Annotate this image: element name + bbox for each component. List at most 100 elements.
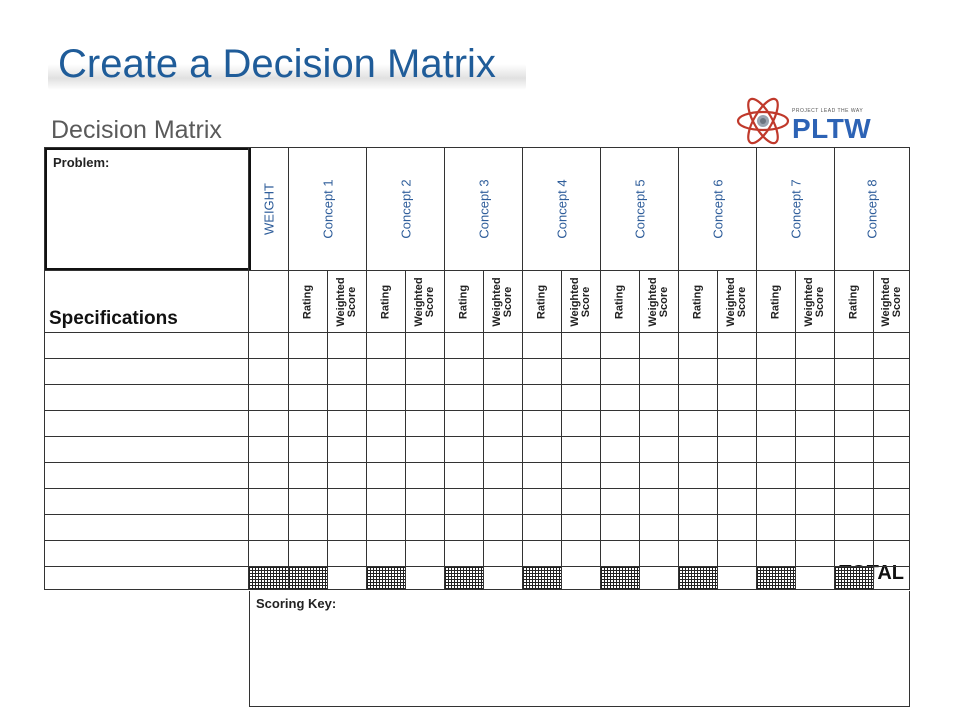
- matrix-cell[interactable]: [601, 489, 640, 515]
- matrix-cell[interactable]: [796, 489, 835, 515]
- matrix-cell[interactable]: [484, 515, 523, 541]
- matrix-cell[interactable]: [562, 463, 601, 489]
- matrix-cell[interactable]: [562, 411, 601, 437]
- matrix-cell[interactable]: [601, 463, 640, 489]
- matrix-cell[interactable]: [718, 515, 757, 541]
- matrix-cell[interactable]: [796, 333, 835, 359]
- matrix-cell[interactable]: [289, 359, 328, 385]
- matrix-cell[interactable]: [289, 489, 328, 515]
- matrix-cell[interactable]: [874, 515, 910, 541]
- matrix-cell[interactable]: [445, 463, 484, 489]
- matrix-cell[interactable]: [406, 515, 445, 541]
- matrix-cell[interactable]: [874, 411, 910, 437]
- total-score-cell[interactable]: [874, 567, 910, 590]
- total-score-cell[interactable]: [484, 567, 523, 590]
- matrix-cell[interactable]: [249, 515, 289, 541]
- matrix-cell[interactable]: [679, 437, 718, 463]
- matrix-cell[interactable]: [445, 515, 484, 541]
- matrix-cell[interactable]: [484, 411, 523, 437]
- matrix-cell[interactable]: [835, 359, 874, 385]
- matrix-cell[interactable]: [406, 463, 445, 489]
- matrix-cell[interactable]: [328, 463, 367, 489]
- matrix-cell[interactable]: [679, 385, 718, 411]
- specification-name-cell[interactable]: [44, 437, 249, 463]
- matrix-cell[interactable]: [289, 411, 328, 437]
- matrix-cell[interactable]: [640, 411, 679, 437]
- matrix-cell[interactable]: [562, 489, 601, 515]
- matrix-cell[interactable]: [679, 489, 718, 515]
- matrix-cell[interactable]: [289, 541, 328, 567]
- matrix-cell[interactable]: [640, 437, 679, 463]
- matrix-cell[interactable]: [328, 411, 367, 437]
- total-score-cell[interactable]: [562, 567, 601, 590]
- total-score-cell[interactable]: [328, 567, 367, 590]
- scoring-key-box[interactable]: Scoring Key:: [249, 591, 910, 707]
- specification-name-cell[interactable]: [44, 333, 249, 359]
- matrix-cell[interactable]: [757, 411, 796, 437]
- matrix-cell[interactable]: [757, 463, 796, 489]
- matrix-cell[interactable]: [757, 541, 796, 567]
- matrix-cell[interactable]: [835, 437, 874, 463]
- matrix-cell[interactable]: [874, 359, 910, 385]
- matrix-cell[interactable]: [484, 385, 523, 411]
- matrix-cell[interactable]: [523, 359, 562, 385]
- matrix-cell[interactable]: [679, 541, 718, 567]
- matrix-cell[interactable]: [523, 385, 562, 411]
- matrix-cell[interactable]: [679, 515, 718, 541]
- matrix-cell[interactable]: [835, 489, 874, 515]
- matrix-cell[interactable]: [796, 359, 835, 385]
- matrix-cell[interactable]: [796, 411, 835, 437]
- matrix-cell[interactable]: [249, 411, 289, 437]
- matrix-cell[interactable]: [601, 385, 640, 411]
- matrix-cell[interactable]: [249, 541, 289, 567]
- matrix-cell[interactable]: [679, 359, 718, 385]
- matrix-cell[interactable]: [679, 411, 718, 437]
- total-score-cell[interactable]: [640, 567, 679, 590]
- matrix-cell[interactable]: [874, 385, 910, 411]
- matrix-cell[interactable]: [406, 541, 445, 567]
- matrix-cell[interactable]: [718, 333, 757, 359]
- matrix-cell[interactable]: [367, 463, 406, 489]
- matrix-cell[interactable]: [328, 385, 367, 411]
- matrix-cell[interactable]: [718, 463, 757, 489]
- matrix-cell[interactable]: [406, 411, 445, 437]
- matrix-cell[interactable]: [796, 437, 835, 463]
- specification-name-cell[interactable]: [44, 359, 249, 385]
- matrix-cell[interactable]: [445, 489, 484, 515]
- matrix-cell[interactable]: [796, 515, 835, 541]
- specification-name-cell[interactable]: [44, 489, 249, 515]
- matrix-cell[interactable]: [757, 359, 796, 385]
- matrix-cell[interactable]: [640, 359, 679, 385]
- matrix-cell[interactable]: [289, 385, 328, 411]
- matrix-cell[interactable]: [328, 515, 367, 541]
- matrix-cell[interactable]: [367, 333, 406, 359]
- matrix-cell[interactable]: [718, 359, 757, 385]
- matrix-cell[interactable]: [757, 437, 796, 463]
- matrix-cell[interactable]: [562, 359, 601, 385]
- matrix-cell[interactable]: [367, 541, 406, 567]
- matrix-cell[interactable]: [562, 515, 601, 541]
- matrix-cell[interactable]: [601, 541, 640, 567]
- matrix-cell[interactable]: [874, 489, 910, 515]
- matrix-cell[interactable]: [484, 437, 523, 463]
- matrix-cell[interactable]: [640, 333, 679, 359]
- matrix-cell[interactable]: [328, 541, 367, 567]
- matrix-cell[interactable]: [757, 489, 796, 515]
- total-score-cell[interactable]: [796, 567, 835, 590]
- matrix-cell[interactable]: [601, 333, 640, 359]
- matrix-cell[interactable]: [367, 515, 406, 541]
- matrix-cell[interactable]: [367, 385, 406, 411]
- matrix-cell[interactable]: [718, 385, 757, 411]
- matrix-cell[interactable]: [445, 359, 484, 385]
- matrix-cell[interactable]: [484, 333, 523, 359]
- matrix-cell[interactable]: [874, 437, 910, 463]
- specification-name-cell[interactable]: [44, 515, 249, 541]
- matrix-cell[interactable]: [367, 359, 406, 385]
- matrix-cell[interactable]: [445, 333, 484, 359]
- matrix-cell[interactable]: [874, 541, 910, 567]
- matrix-cell[interactable]: [289, 515, 328, 541]
- matrix-cell[interactable]: [249, 333, 289, 359]
- matrix-cell[interactable]: [328, 437, 367, 463]
- matrix-cell[interactable]: [640, 463, 679, 489]
- total-score-cell[interactable]: [406, 567, 445, 590]
